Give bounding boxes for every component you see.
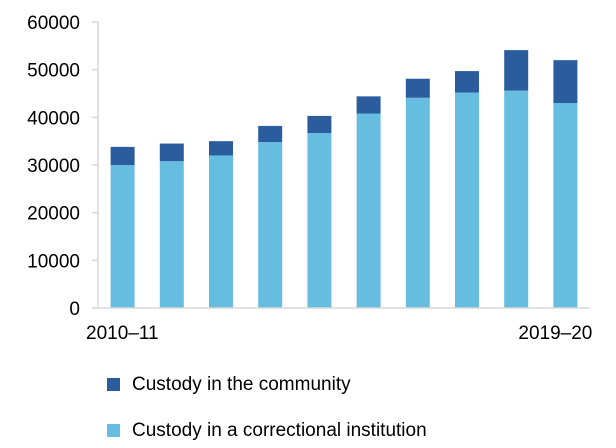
x-tick-label: 2010–11 <box>86 323 159 344</box>
bar-correctional-institution <box>405 97 430 308</box>
bar-correctional-institution <box>110 165 135 308</box>
bar-correctional-institution <box>209 155 233 308</box>
legend-swatch <box>107 378 120 391</box>
legend-label: Custody in the community <box>132 374 351 395</box>
bars <box>110 50 578 309</box>
bar-correctional-institution <box>553 103 578 309</box>
bar-community <box>504 50 529 91</box>
y-tick-label: 30000 <box>27 156 80 177</box>
bar-correctional-institution <box>504 90 529 308</box>
bar-community <box>553 60 578 104</box>
y-tick-label: 10000 <box>27 251 80 272</box>
y-tick-label: 50000 <box>27 61 80 82</box>
bar-community <box>159 143 184 162</box>
legend-label: Custody in a correctional institution <box>132 420 427 441</box>
bar-correctional-institution <box>356 113 381 309</box>
y-axis: 0 10000 20000 30000 40000 50000 60000 <box>27 13 99 320</box>
bar-community <box>455 71 479 93</box>
bar-community <box>258 125 283 143</box>
bar-community <box>307 115 332 134</box>
legend: Custody in the community Custody in a cor… <box>107 374 427 441</box>
bar-correctional-institution <box>258 142 283 308</box>
x-axis: 2010–11 2019–20 <box>86 307 592 344</box>
y-tick-label: 0 <box>69 299 80 320</box>
bar-correctional-institution <box>455 92 479 309</box>
x-tick-label: 2019–20 <box>518 323 592 344</box>
bar-community <box>356 96 381 114</box>
bar-community <box>405 78 430 98</box>
bar-correctional-institution <box>307 133 332 308</box>
bar-community <box>110 146 135 165</box>
legend-swatch <box>107 424 120 437</box>
y-tick-label: 40000 <box>27 108 80 129</box>
bar-community <box>209 141 233 156</box>
y-tick-label: 20000 <box>27 204 80 225</box>
bar-correctional-institution <box>159 161 184 308</box>
y-tick-label: 60000 <box>27 13 80 34</box>
